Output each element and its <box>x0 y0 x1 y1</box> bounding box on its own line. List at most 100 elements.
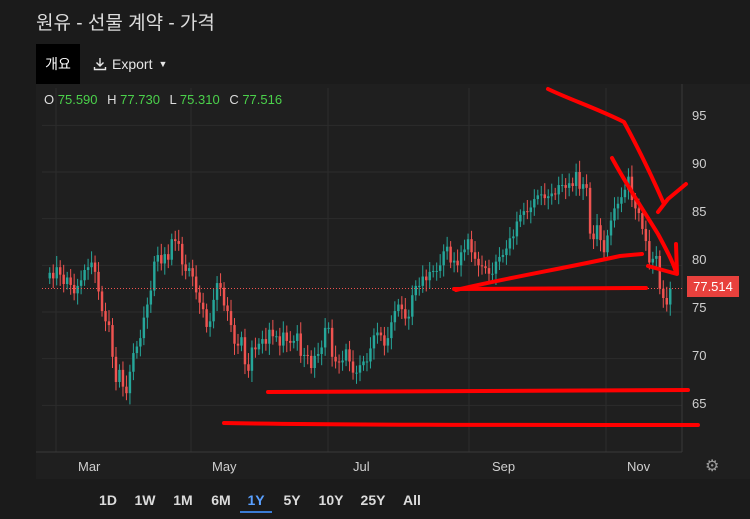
range-button-1d[interactable]: 1D <box>99 492 117 508</box>
candle <box>428 271 431 281</box>
candle <box>194 276 198 293</box>
candle <box>376 332 379 336</box>
candle <box>390 322 393 339</box>
candle <box>243 337 247 365</box>
candle <box>247 364 250 371</box>
candle <box>616 203 620 209</box>
candle <box>463 249 466 253</box>
candle <box>93 262 97 272</box>
candle <box>648 241 651 263</box>
export-label: Export <box>112 56 153 72</box>
candle <box>452 260 456 263</box>
download-icon <box>93 58 107 71</box>
candle <box>351 361 355 373</box>
range-button-5y[interactable]: 5Y <box>283 492 301 508</box>
candle <box>505 248 508 256</box>
ohlc-high: 77.730 <box>120 92 160 107</box>
range-button-1y[interactable]: 1Y <box>240 489 272 513</box>
candle <box>425 276 428 281</box>
candle <box>299 333 302 356</box>
candle <box>198 292 201 303</box>
y-tick-label: 95 <box>692 108 707 123</box>
candle <box>327 327 330 329</box>
range-button-10y[interactable]: 10Y <box>318 492 344 508</box>
candle <box>641 213 644 229</box>
candle <box>264 339 268 344</box>
gear-icon[interactable]: ⚙ <box>705 458 720 475</box>
candle <box>470 239 473 253</box>
candle <box>553 193 557 195</box>
candle <box>334 356 337 362</box>
price-chart[interactable] <box>36 84 750 479</box>
x-tick-label: May <box>212 459 237 474</box>
candle <box>254 347 257 350</box>
candle <box>121 369 125 387</box>
annotation-trendline <box>546 87 666 206</box>
toolbar: 개요 Export ▼ <box>0 44 750 84</box>
candle <box>107 321 111 326</box>
candle <box>180 243 184 265</box>
candle <box>48 272 51 279</box>
candle <box>97 271 100 292</box>
candle <box>620 197 623 204</box>
y-tick-label: 85 <box>692 204 707 219</box>
candle <box>170 239 173 260</box>
candle <box>581 184 585 189</box>
export-button[interactable]: Export ▼ <box>92 44 167 84</box>
candle <box>655 256 658 259</box>
range-button-all[interactable]: All <box>403 492 421 508</box>
candle <box>658 256 662 289</box>
candle <box>278 336 282 346</box>
candle <box>574 172 578 186</box>
candle <box>372 335 376 349</box>
candle <box>160 255 163 264</box>
candle <box>526 211 529 213</box>
ohlc-readout: O 75.590 H 77.730 L 75.310 C 77.516 <box>44 92 282 107</box>
candle <box>456 260 459 266</box>
y-tick-label: 70 <box>692 348 707 363</box>
candle <box>271 329 275 337</box>
range-button-1m[interactable]: 1M <box>173 492 193 508</box>
y-tick-label: 65 <box>692 396 707 411</box>
candle <box>393 311 397 323</box>
candle <box>487 268 491 274</box>
tab-overview[interactable]: 개요 <box>36 44 80 84</box>
candle <box>540 194 543 196</box>
range-button-1w[interactable]: 1W <box>134 492 156 508</box>
candle <box>547 196 550 199</box>
candle <box>564 185 567 188</box>
candle <box>72 284 76 294</box>
candle <box>250 347 254 371</box>
annotation-support-line <box>222 421 700 427</box>
candle <box>83 270 86 281</box>
candle <box>484 266 487 269</box>
candle <box>309 355 313 368</box>
candle <box>337 361 341 363</box>
candle <box>588 187 592 234</box>
candle <box>407 316 411 319</box>
candle <box>609 220 613 236</box>
candle <box>567 183 571 188</box>
chevron-down-icon: ▼ <box>158 59 168 69</box>
candle <box>62 274 65 284</box>
candle <box>449 246 452 263</box>
candle <box>79 280 83 286</box>
candle <box>644 228 648 242</box>
candle <box>595 225 599 240</box>
candle <box>261 339 264 344</box>
range-button-6m[interactable]: 6M <box>211 492 231 508</box>
range-button-25y[interactable]: 25Y <box>360 492 386 508</box>
candle <box>383 335 386 346</box>
candle <box>268 329 271 344</box>
candle <box>536 195 540 200</box>
annotation-trendline <box>610 156 678 274</box>
candle <box>442 251 445 266</box>
candle <box>379 332 383 336</box>
candle <box>550 193 553 197</box>
ohlc-close-label: C <box>229 92 239 107</box>
candle <box>344 349 348 361</box>
x-tick-label: Jul <box>353 459 370 474</box>
candle <box>501 255 505 257</box>
candle <box>397 304 400 312</box>
candle <box>118 369 121 382</box>
